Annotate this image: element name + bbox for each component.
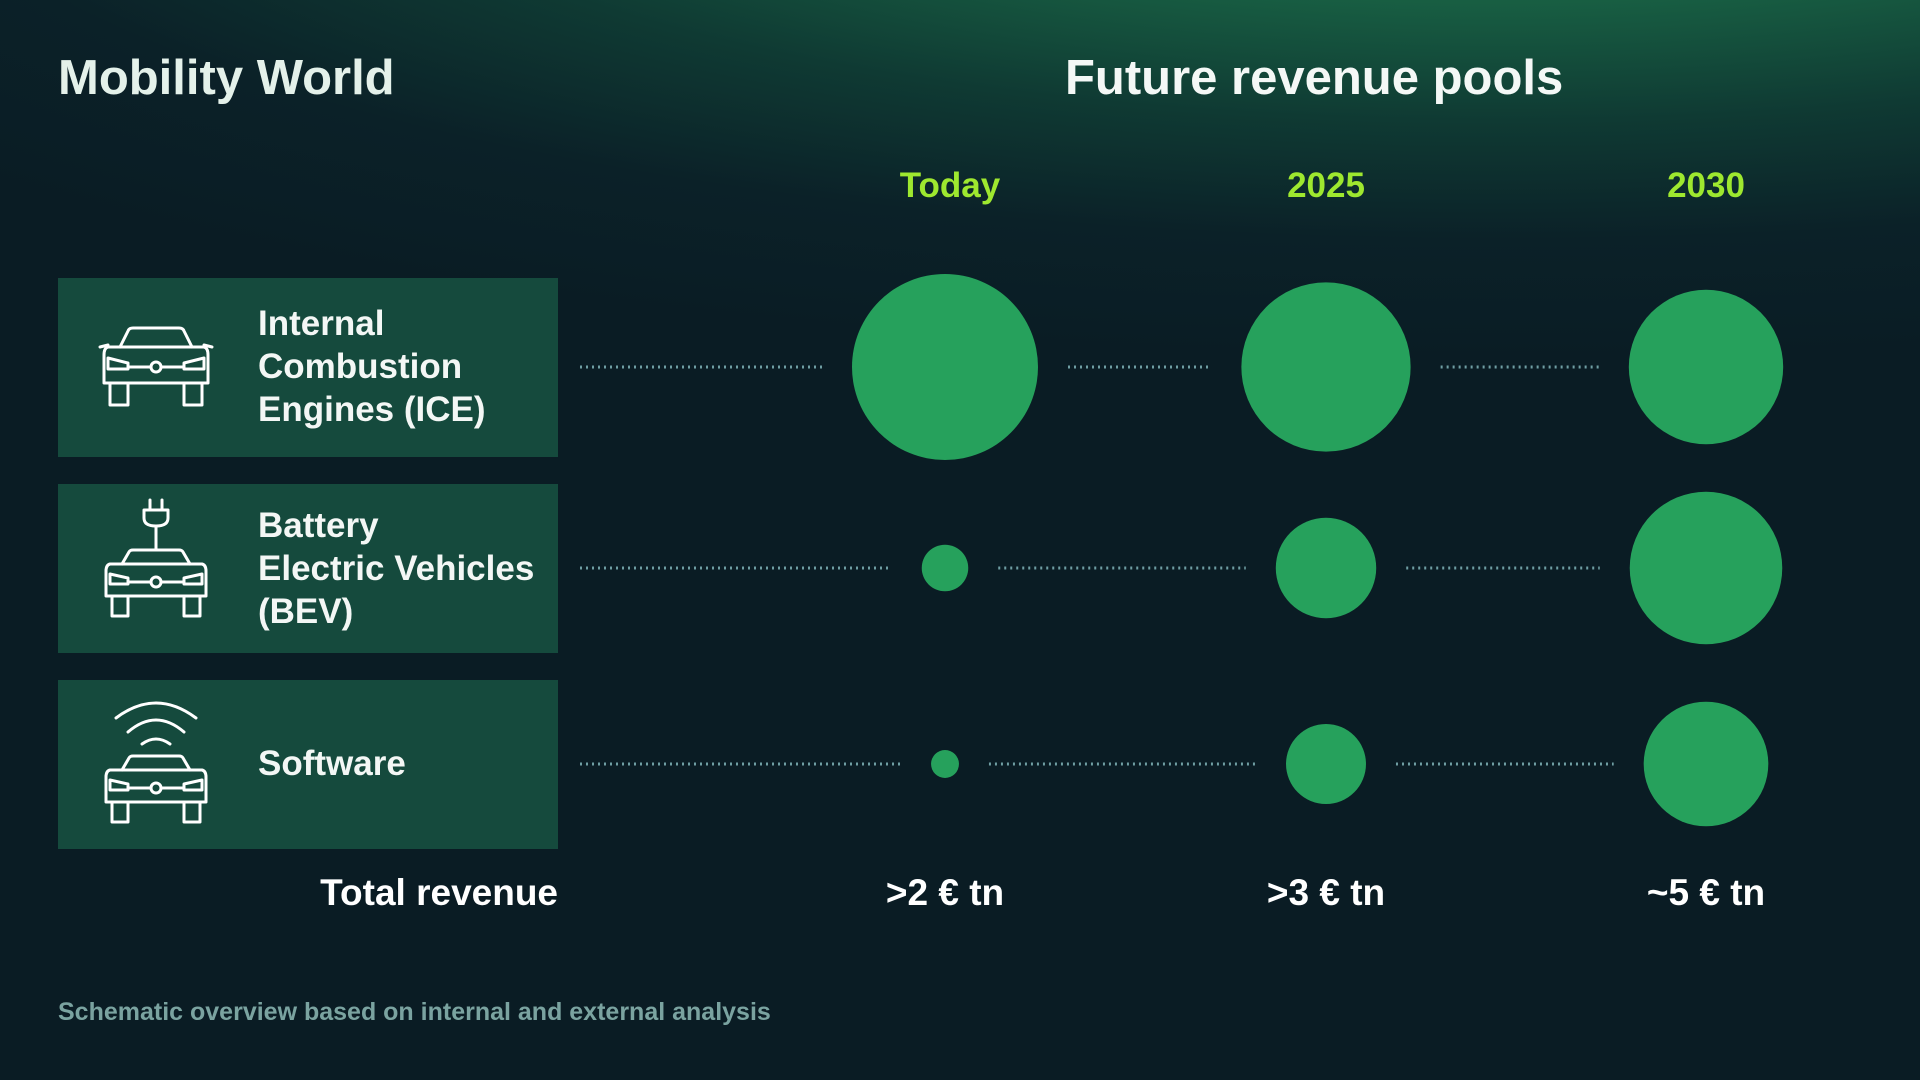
bubble-bev-2025	[1275, 517, 1377, 619]
ev-car-plug-icon	[98, 498, 214, 633]
connected-car-icon	[98, 696, 214, 835]
bubble-bev-2030	[1629, 491, 1783, 645]
total-2025: >3 € tn	[1266, 872, 1386, 913]
total-2030: ~5 € tn	[1646, 872, 1766, 913]
bubble-software-today	[931, 750, 959, 778]
total-revenue-label: Total revenue	[320, 872, 558, 913]
bubble-ice-today	[852, 274, 1038, 460]
chart-title: Future revenue pools	[1065, 51, 1564, 105]
bubble-ice-2030	[1628, 289, 1784, 445]
column-header-2030: 2030	[1667, 166, 1745, 205]
page-title: Mobility World	[58, 51, 395, 105]
row-label-software: Software	[258, 744, 406, 783]
bubble-software-2030	[1643, 701, 1769, 827]
row-panel-ice: Internal Combustion Engines (ICE)	[58, 278, 558, 457]
column-header-2025: 2025	[1287, 166, 1365, 205]
row-panel-bev: Battery Electric Vehicles (BEV)	[58, 484, 558, 653]
row-label-ice: Internal Combustion Engines (ICE)	[258, 304, 486, 429]
car-icon	[98, 325, 214, 420]
row-panel-software: Software	[58, 680, 558, 849]
footnote: Schematic overview based on internal and…	[58, 998, 771, 1026]
bubble-bev-today	[921, 544, 969, 592]
bubble-ice-2025	[1241, 282, 1411, 452]
column-header-today: Today	[899, 166, 1001, 205]
total-today: >2 € tn	[885, 872, 1005, 913]
bubble-software-2025	[1286, 724, 1366, 804]
row-label-bev: Battery Electric Vehicles (BEV)	[258, 506, 535, 631]
